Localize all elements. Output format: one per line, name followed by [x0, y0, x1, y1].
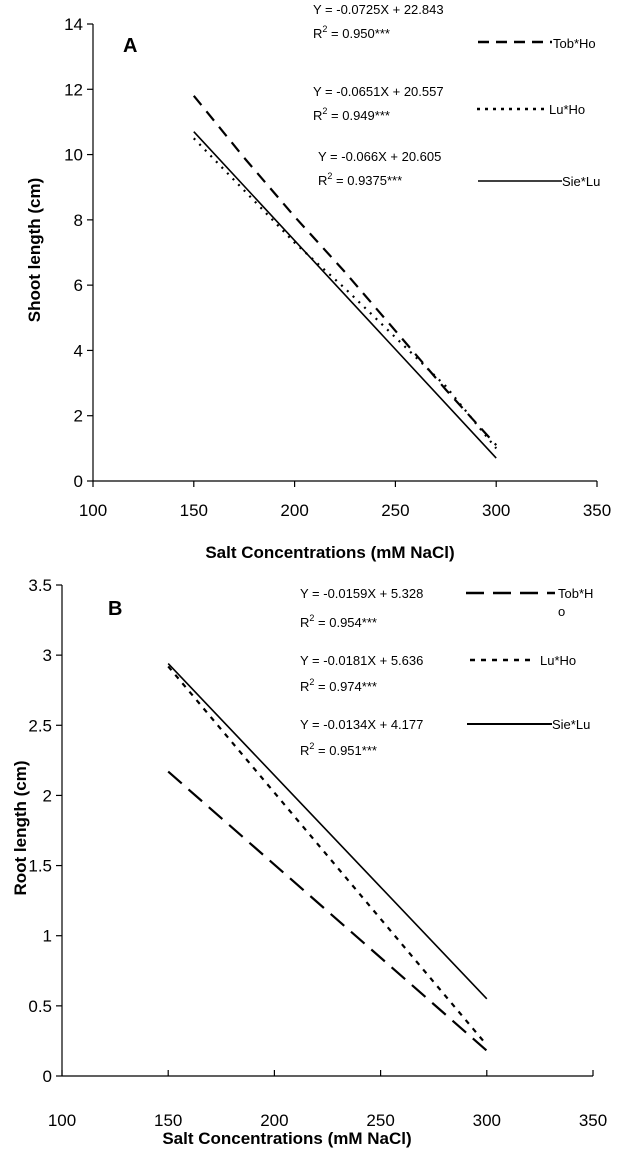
chart-panel-a: A Salt Concentrations (mM NaCl) Shoot le… [25, 2, 611, 562]
y-tick-label-b: 2 [43, 786, 52, 805]
series-line-tob-h-b [167, 770, 488, 1052]
panel-letter-a: A [123, 35, 137, 57]
x-tick-label-b: 300 [473, 1111, 501, 1130]
legend-label-tob-ho-a: Tob*Ho [553, 36, 596, 51]
legend-label-tob-ho-b-wrap: o [558, 604, 565, 619]
x-tick-label-a: 350 [583, 501, 611, 520]
equation-lu-ho-b: Y = -0.0181X + 5.636 [300, 653, 423, 668]
equation-sie-lu-a: Y = -0.066X + 20.605 [318, 149, 441, 164]
legend-entry-tob-ho-a: Y = -0.0725X + 22.843 R2 = 0.950*** Tob*… [313, 2, 596, 51]
x-axis-title-b: Salt Concentrations (mM NaCl) [162, 1129, 411, 1148]
chart-panel-b: B Salt Concentrations (mM NaCl) Root len… [11, 576, 607, 1148]
legend-label-lu-ho-b: Lu*Ho [540, 653, 576, 668]
panel-letter-b: B [108, 598, 122, 620]
r2-lu-ho-a: R2 = 0.949*** [313, 106, 390, 123]
x-tick-label-a: 150 [180, 501, 208, 520]
equation-tob-ho-a: Y = -0.0725X + 22.843 [313, 2, 444, 17]
equation-lu-ho-a: Y = -0.0651X + 20.557 [313, 84, 444, 99]
x-tick-label-b: 100 [48, 1111, 76, 1130]
y-tick-label-b: 3 [43, 646, 52, 665]
y-tick-label-a: 0 [74, 472, 83, 491]
series-line-lu-ho-a [193, 137, 498, 450]
x-tick-label-a: 100 [79, 501, 107, 520]
y-tick-label-a: 8 [74, 211, 83, 230]
y-tick-label-b: 2.5 [28, 716, 52, 735]
y-tick-label-a: 12 [64, 80, 83, 99]
r2-sie-lu-a: R2 = 0.9375*** [318, 171, 402, 188]
legend-label-tob-ho-b: Tob*H [558, 586, 593, 601]
equation-tob-ho-b: Y = -0.0159X + 5.328 [300, 586, 423, 601]
legend-entry-lu-ho-a: Y = -0.0651X + 20.557 R2 = 0.949*** Lu*H… [313, 84, 585, 123]
x-tick-label-b: 150 [154, 1111, 182, 1130]
y-tick-label-b: 3.5 [28, 576, 52, 595]
series-line-sie-lu-b [167, 663, 488, 1000]
series-line-tob-ho-a [192, 95, 498, 446]
r2-tob-ho-a: R2 = 0.950*** [313, 24, 390, 41]
legend-entry-sie-lu-b: Y = -0.0134X + 4.177 R2 = 0.951*** Sie*L… [300, 717, 590, 758]
y-tick-label-a: 6 [74, 276, 83, 295]
y-tick-label-b: 1 [43, 927, 52, 946]
legend-label-lu-ho-a: Lu*Ho [549, 102, 585, 117]
x-tick-label-a: 200 [280, 501, 308, 520]
y-tick-label-b: 0.5 [28, 997, 52, 1016]
y-tick-label-a: 14 [64, 15, 83, 34]
legend-entry-lu-ho-b: Y = -0.0181X + 5.636 R2 = 0.974*** Lu*Ho [300, 653, 576, 694]
x-tick-label-b: 250 [366, 1111, 394, 1130]
x-tick-label-a: 250 [381, 501, 409, 520]
y-tick-label-a: 10 [64, 146, 83, 165]
legend-entry-sie-lu-a: Y = -0.066X + 20.605 R2 = 0.9375*** Sie*… [318, 149, 600, 189]
x-tick-label-b: 350 [579, 1111, 607, 1130]
y-tick-label-b: 0 [43, 1067, 52, 1086]
equation-sie-lu-b: Y = -0.0134X + 4.177 [300, 717, 423, 732]
legend-label-sie-lu-a: Sie*Lu [562, 174, 600, 189]
x-tick-label-a: 300 [482, 501, 510, 520]
r2-tob-ho-b: R2 = 0.954*** [300, 613, 377, 630]
y-tick-label-a: 2 [74, 407, 83, 426]
x-tick-label-b: 200 [260, 1111, 288, 1130]
y-tick-label-b: 1.5 [28, 857, 52, 876]
y-tick-label-a: 4 [74, 341, 83, 360]
legend-entry-tob-ho-b: Y = -0.0159X + 5.328 R2 = 0.954*** Tob*H… [300, 586, 593, 630]
r2-lu-ho-b: R2 = 0.974*** [300, 677, 377, 694]
series-line-sie-lu-a [193, 131, 497, 459]
y-axis-title-b: Root length (cm) [11, 760, 30, 895]
y-axis-title-a: Shoot length (cm) [25, 178, 44, 322]
x-axis-title-a: Salt Concentrations (mM NaCl) [205, 543, 454, 562]
r2-sie-lu-b: R2 = 0.951*** [300, 741, 377, 758]
legend-label-sie-lu-b: Sie*Lu [552, 717, 590, 732]
